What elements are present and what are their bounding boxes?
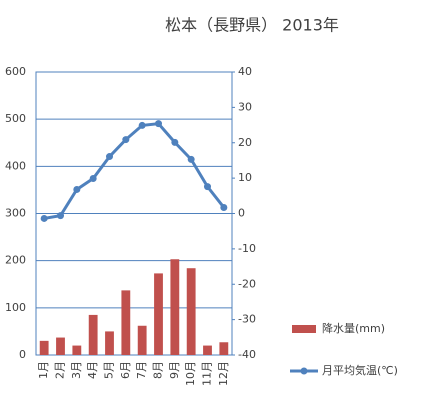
x-tick-label: 5月 — [103, 361, 116, 379]
x-tick-label: 4月 — [86, 361, 99, 379]
bar — [88, 314, 98, 355]
line-marker — [40, 214, 48, 222]
bar — [121, 290, 131, 355]
x-tick-label: 10月 — [184, 361, 197, 386]
x-tick-label: 9月 — [168, 361, 181, 379]
y-tick-label: 200 — [5, 254, 26, 267]
x-tick-label: 3月 — [70, 361, 83, 379]
y2-tick-label: 30 — [238, 100, 252, 113]
bar — [186, 268, 196, 355]
x-tick-label: 7月 — [135, 361, 148, 379]
bar — [203, 345, 212, 355]
y2-tick-label: 20 — [238, 136, 252, 149]
chart-title: 松本（長野県） 2013年 — [165, 16, 339, 35]
legend-swatch — [292, 325, 316, 333]
line-marker — [187, 155, 195, 163]
line — [43, 122, 226, 220]
bar — [72, 345, 82, 355]
y-tick-label: 400 — [5, 159, 26, 172]
x-tick-label: 2月 — [54, 361, 67, 379]
y2-tick-label: -30 — [238, 313, 256, 326]
y-tick-label: 0 — [19, 348, 26, 361]
bar — [170, 259, 180, 355]
bar — [137, 325, 147, 355]
y2-tick-label: 0 — [238, 207, 245, 220]
y-tick-label: 300 — [5, 207, 26, 220]
y2-tick-label: -40 — [238, 348, 256, 361]
line-marker — [138, 121, 146, 129]
x-tick-label: 6月 — [119, 361, 132, 379]
line-marker — [171, 138, 179, 146]
bar — [39, 340, 49, 355]
line-marker — [204, 183, 211, 191]
y2-tick-label: 10 — [238, 171, 252, 184]
y2-tick-label: -10 — [238, 242, 256, 255]
line-marker — [155, 120, 162, 128]
line-marker — [73, 185, 81, 193]
y-tick-label: 600 — [5, 65, 26, 78]
x-tick-label: 11月 — [201, 361, 214, 386]
legend-label: 降水量(mm) — [322, 321, 385, 335]
x-tick-label: 8月 — [152, 361, 165, 379]
legend-label: 月平均気温(℃) — [322, 363, 398, 377]
line-marker — [220, 203, 228, 211]
y-tick-label: 100 — [5, 301, 26, 314]
line-marker — [89, 174, 97, 182]
legend-marker — [300, 367, 308, 375]
line-marker — [57, 212, 64, 220]
y2-tick-label: 40 — [238, 65, 252, 78]
line-marker — [122, 136, 130, 144]
bar — [154, 273, 163, 355]
y-tick-label: 500 — [5, 112, 26, 125]
bar — [56, 337, 65, 355]
x-tick-label: 1月 — [37, 361, 50, 379]
y2-tick-label: -20 — [238, 277, 256, 290]
bar — [105, 331, 114, 355]
line-marker — [106, 153, 113, 161]
bar — [219, 342, 229, 355]
x-tick-label: 12月 — [217, 361, 230, 386]
